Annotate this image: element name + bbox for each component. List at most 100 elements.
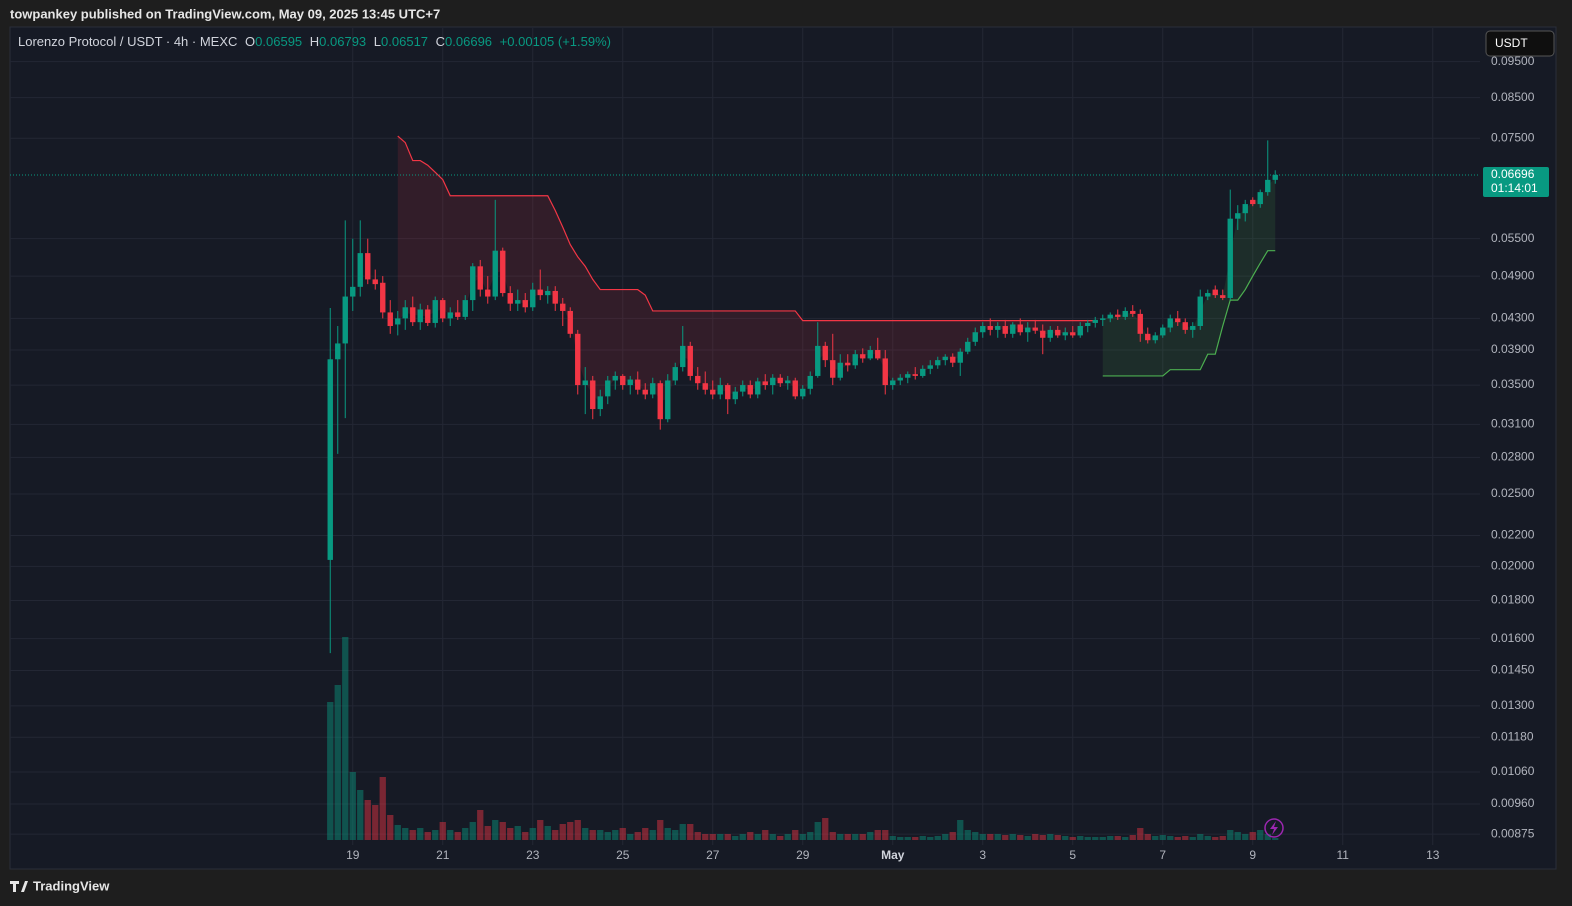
volume-bar (807, 832, 814, 840)
candle-body (1040, 330, 1046, 338)
candle-body (860, 354, 866, 359)
volume-bar (1257, 830, 1264, 840)
volume-bar (709, 834, 716, 840)
y-tick-label: 0.05500 (1491, 231, 1535, 245)
volume-bar (919, 836, 926, 840)
volume-bar (889, 836, 896, 840)
volume-bar (687, 824, 694, 840)
candle-body (462, 300, 468, 317)
candle-body (605, 380, 611, 397)
volume-bar (372, 805, 379, 840)
candle-body (762, 381, 768, 386)
countdown-label: 01:14:01 (1491, 181, 1538, 195)
volume-bar (334, 685, 341, 840)
volume-bar (1144, 834, 1151, 840)
volume-bar (1032, 834, 1039, 840)
ohlc-label: H (310, 34, 319, 49)
symbol-title: Lorenzo Protocol / USDT · 4h · MEXC (18, 34, 237, 49)
ohlc-label: O (245, 34, 255, 49)
candle-body (695, 375, 701, 384)
candle-body (1062, 332, 1068, 336)
volume-bar (537, 820, 544, 840)
candle-body (470, 266, 476, 301)
volume-bar (529, 828, 536, 840)
candle-body (1130, 310, 1136, 314)
candle-body (920, 368, 926, 376)
candle-body (567, 310, 573, 334)
volume-bar (439, 822, 446, 840)
volume-bar (619, 828, 626, 840)
x-tick-label: 5 (1069, 848, 1076, 862)
volume-bar (1024, 836, 1031, 840)
volume-bar (447, 830, 454, 840)
open-value: 0.06595 (255, 34, 302, 49)
candle-body (402, 307, 408, 319)
volume-bar (597, 830, 604, 840)
volume-bar (1204, 836, 1211, 840)
candle-body (725, 385, 731, 400)
candle-body (927, 365, 933, 369)
volume-bar (544, 826, 551, 840)
volume-bar (1242, 834, 1249, 840)
volume-bar (574, 820, 581, 840)
currency-label[interactable]: USDT (1495, 36, 1528, 50)
volume-bar (904, 837, 911, 840)
candle-body (627, 379, 633, 386)
candle-body (1175, 318, 1181, 323)
volume-bar (1054, 835, 1061, 840)
volume-bar (604, 832, 611, 840)
candle-body (995, 326, 1001, 330)
volume-bar (484, 826, 491, 840)
y-tick-label: 0.02200 (1491, 528, 1535, 542)
candle-body (702, 383, 708, 390)
y-tick-label: 0.03900 (1491, 342, 1535, 356)
trend-fill (397, 136, 1096, 403)
candle-body (1220, 295, 1226, 298)
volume-bar (874, 830, 881, 840)
candle-body (1107, 314, 1113, 319)
y-tick-label: 0.00960 (1491, 796, 1535, 810)
close-value: 0.06696 (445, 34, 492, 49)
candle-body (1272, 174, 1278, 180)
x-tick-label: 19 (346, 848, 360, 862)
volume-bar (747, 832, 754, 840)
volume-bar (357, 790, 364, 840)
candle-body (1182, 322, 1188, 330)
candle-body (485, 289, 491, 297)
candle-body (395, 318, 401, 325)
candle-body (1227, 218, 1233, 298)
event-icon[interactable] (1264, 818, 1284, 838)
volume-bar (1039, 835, 1046, 840)
volume-bar (694, 832, 701, 840)
candle-body (1025, 327, 1031, 333)
candle-body (380, 282, 386, 313)
volume-bar (327, 702, 334, 840)
volume-bar (942, 834, 949, 840)
candle-body (665, 380, 671, 420)
volume-bar (409, 830, 416, 840)
volume-bar (492, 820, 499, 840)
volume-bar (342, 637, 349, 840)
y-tick-label: 0.02000 (1491, 558, 1535, 572)
volume-bar (1114, 836, 1121, 840)
volume-bar (1152, 836, 1159, 840)
volume-bar (844, 834, 851, 840)
y-tick-label: 0.01800 (1491, 593, 1535, 607)
x-tick-label: 13 (1426, 848, 1440, 862)
volume-bar (1159, 835, 1166, 840)
candle-body (1212, 289, 1218, 296)
candle-body (905, 374, 911, 378)
candle-body (342, 296, 348, 344)
candle-body (1010, 324, 1016, 334)
y-tick-label: 0.04300 (1491, 311, 1535, 325)
volume-bar (717, 834, 724, 840)
x-tick-label: 21 (436, 848, 450, 862)
volume-bar (1092, 837, 1099, 840)
candle-body (530, 289, 536, 308)
volume-bar (852, 834, 859, 840)
currency-button[interactable] (1485, 30, 1555, 57)
volume-bar (1047, 834, 1054, 840)
candle-body (612, 375, 618, 381)
volume-bar (777, 836, 784, 840)
